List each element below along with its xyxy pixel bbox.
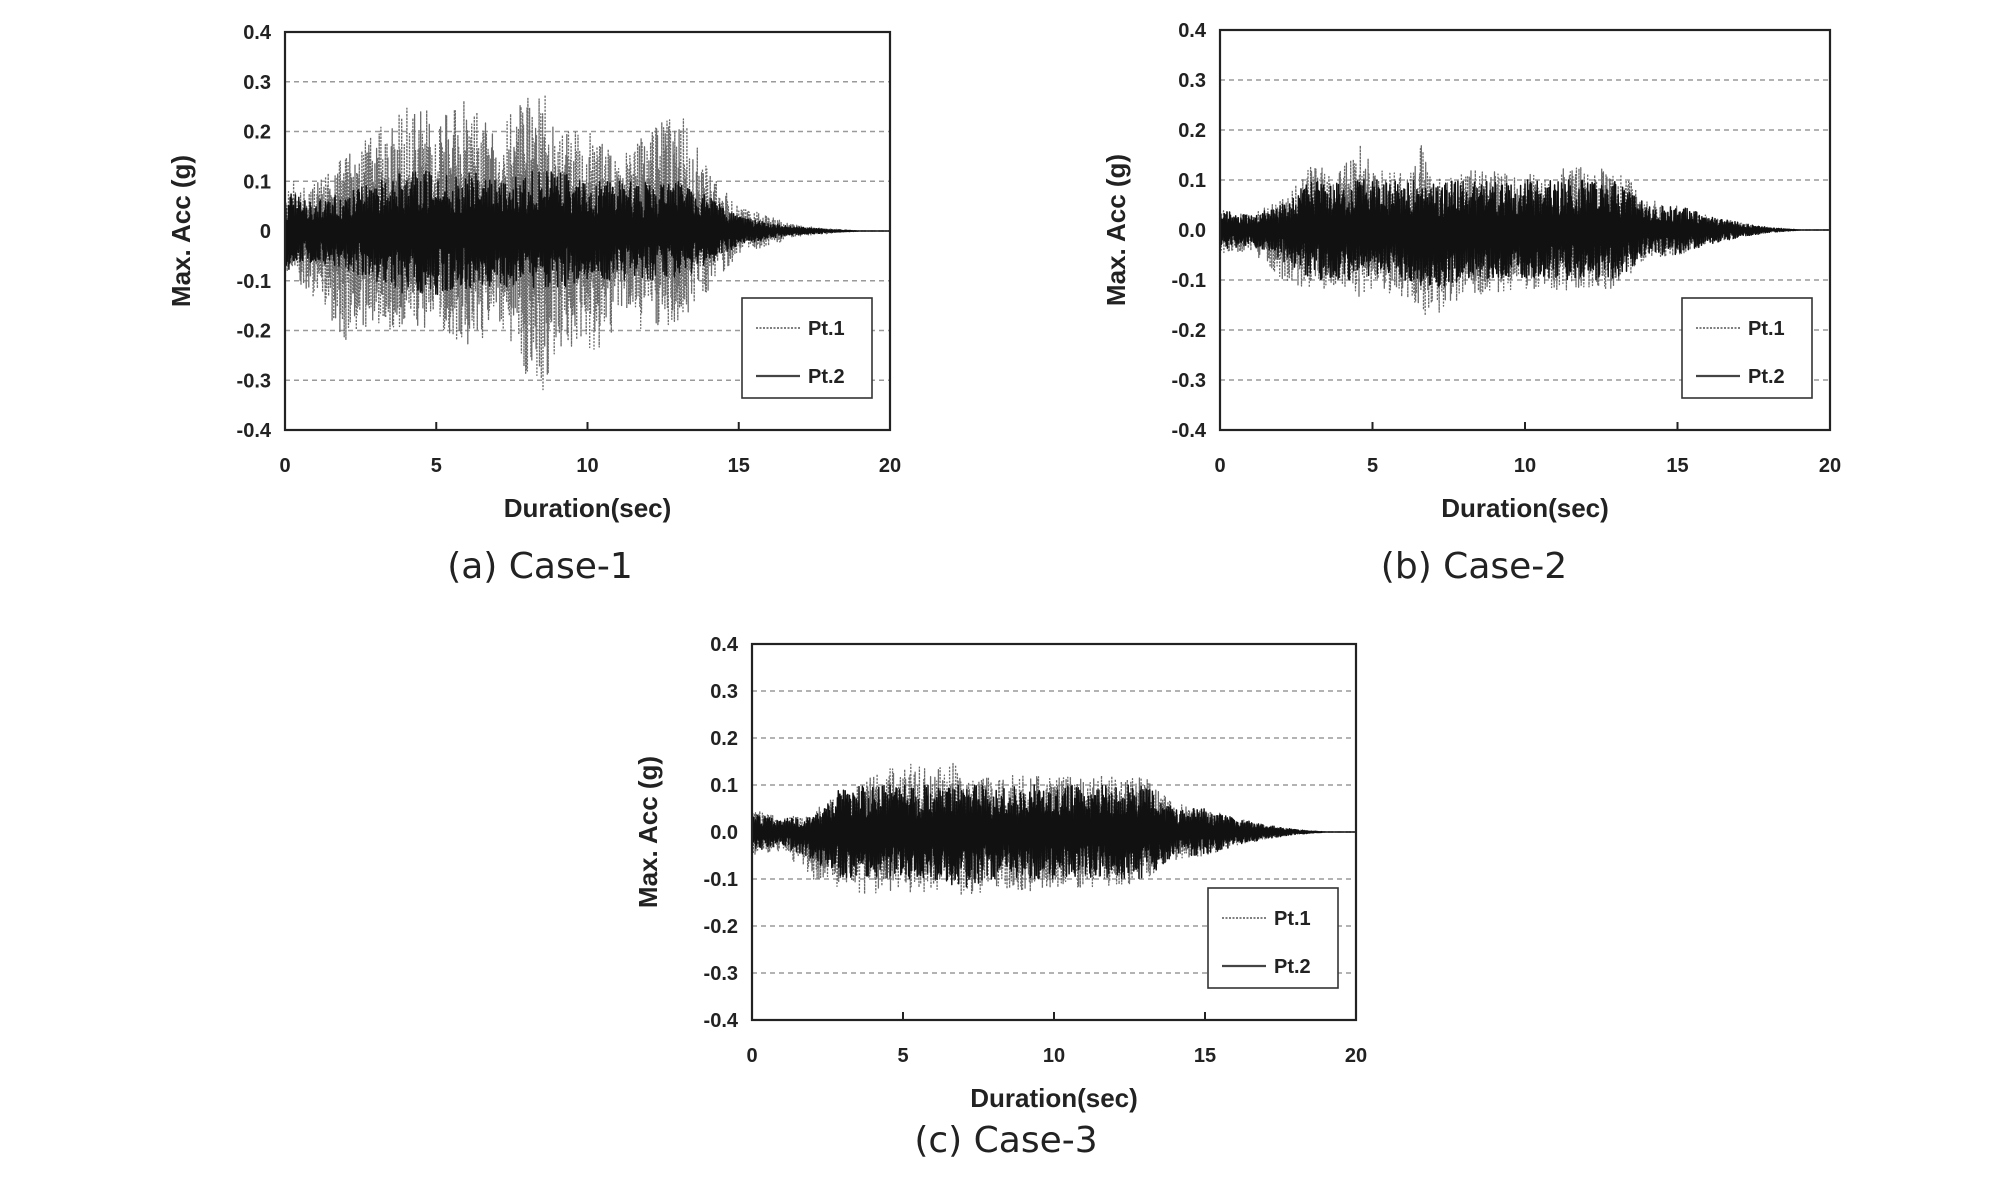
y-tick-label: 0: [260, 221, 271, 243]
y-tick-label: 0.2: [243, 122, 271, 144]
x-tick-label: 0: [1214, 455, 1225, 477]
y-axis-title: Max. Acc (g): [166, 155, 196, 307]
legend-box: [1207, 887, 1339, 989]
y-tick-label: 0.3: [243, 72, 271, 94]
legend-label: Pt.2: [808, 366, 845, 388]
y-tick-label: 0.1: [710, 775, 738, 797]
series-group: [284, 94, 891, 391]
chart-3: 0.4 0.3 0.2 0.1 0.0 -0.1 -0.2 -0.3 -0.4 0 5 10 15 20 D…: [633, 634, 1367, 1161]
series-line-pt2: [751, 784, 1357, 888]
y-tick-label: 0.4: [1178, 20, 1207, 42]
x-tick-label: 10: [1043, 1045, 1065, 1067]
x-tick-label: 10: [1514, 455, 1536, 477]
y-tick-label: -0.3: [237, 370, 271, 392]
series-line-pt2: [284, 170, 891, 296]
chart-2: 0.4 0.3 0.2 0.1 0.0 -0.1 -0.2 -0.3 -0.4 0 5 10 15 20 D…: [1101, 20, 1841, 587]
x-axis-title: Duration(sec): [1441, 493, 1609, 523]
legend-label: Pt.1: [808, 318, 845, 340]
chart-1: 0.4 0.3 0.2 0.1 0 -0.1 -0.2 -0.3 -0.4 0 5 10 15 20 Dur…: [166, 22, 901, 587]
x-tick-label: 20: [879, 455, 901, 477]
series-line-pt2: [1219, 179, 1831, 287]
x-tick-label: 20: [1819, 455, 1841, 477]
x-tick-label: 15: [1666, 455, 1688, 477]
legend: Pt.1 Pt.2: [1207, 887, 1339, 989]
legend-label: Pt.2: [1274, 956, 1311, 978]
y-tick-label: -0.4: [704, 1010, 739, 1032]
y-tick-label: 0.0: [710, 822, 738, 844]
legend-box: [741, 297, 873, 399]
series-group: [1219, 144, 1831, 317]
legend-label: Pt.2: [1748, 366, 1785, 388]
y-tick-label: 0.4: [243, 22, 272, 44]
y-tick-label: 0.2: [710, 728, 738, 750]
x-tick-label: 10: [576, 455, 598, 477]
subfigure-caption: (a) Case-1: [447, 546, 633, 587]
y-tick-label: -0.4: [237, 420, 272, 442]
y-tick-label: -0.2: [1172, 320, 1206, 342]
legend: Pt.1 Pt.2: [741, 297, 873, 399]
y-tick-label: 0.4: [710, 634, 739, 656]
x-tick-label: 0: [746, 1045, 757, 1067]
y-axis-title: Max. Acc (g): [1101, 154, 1131, 306]
subfigure-caption: (c) Case-3: [914, 1120, 1097, 1161]
y-tick-label: -0.4: [1172, 420, 1207, 442]
y-tick-label: -0.1: [1172, 270, 1206, 292]
subfigure-caption: (b) Case-2: [1381, 546, 1567, 587]
plot-frame: [1218, 28, 1832, 432]
y-tick-label: 0.3: [1178, 70, 1206, 92]
y-axis-title: Max. Acc (g): [633, 756, 663, 908]
x-tick-label: 5: [897, 1045, 908, 1067]
y-tick-label: -0.2: [704, 916, 738, 938]
y-tick-label: -0.3: [704, 963, 738, 985]
y-tick-label: -0.2: [237, 321, 271, 343]
y-tick-label: 0.1: [1178, 170, 1206, 192]
legend-label: Pt.1: [1748, 318, 1785, 340]
y-tick-label: 0.3: [710, 681, 738, 703]
x-tick-label: 15: [1194, 1045, 1216, 1067]
x-tick-label: 0: [279, 455, 290, 477]
x-axis-title: Duration(sec): [970, 1083, 1138, 1113]
plot-frame: [750, 642, 1358, 1022]
plot-frame: [283, 30, 892, 432]
x-tick-label: 20: [1345, 1045, 1367, 1067]
legend-box: [1681, 297, 1813, 399]
x-axis-title: Duration(sec): [504, 493, 672, 523]
y-tick-label: 0.1: [243, 171, 271, 193]
y-tick-label: 0.0: [1178, 220, 1206, 242]
x-tick-label: 15: [728, 455, 750, 477]
y-tick-label: 0.2: [1178, 120, 1206, 142]
y-tick-label: -0.1: [704, 869, 738, 891]
legend: Pt.1 Pt.2: [1681, 297, 1813, 399]
y-tick-label: -0.1: [237, 271, 271, 293]
x-tick-label: 5: [431, 455, 442, 477]
x-tick-label: 5: [1367, 455, 1378, 477]
series-group: [751, 762, 1357, 896]
legend-label: Pt.1: [1274, 908, 1311, 930]
y-tick-label: -0.3: [1172, 370, 1206, 392]
